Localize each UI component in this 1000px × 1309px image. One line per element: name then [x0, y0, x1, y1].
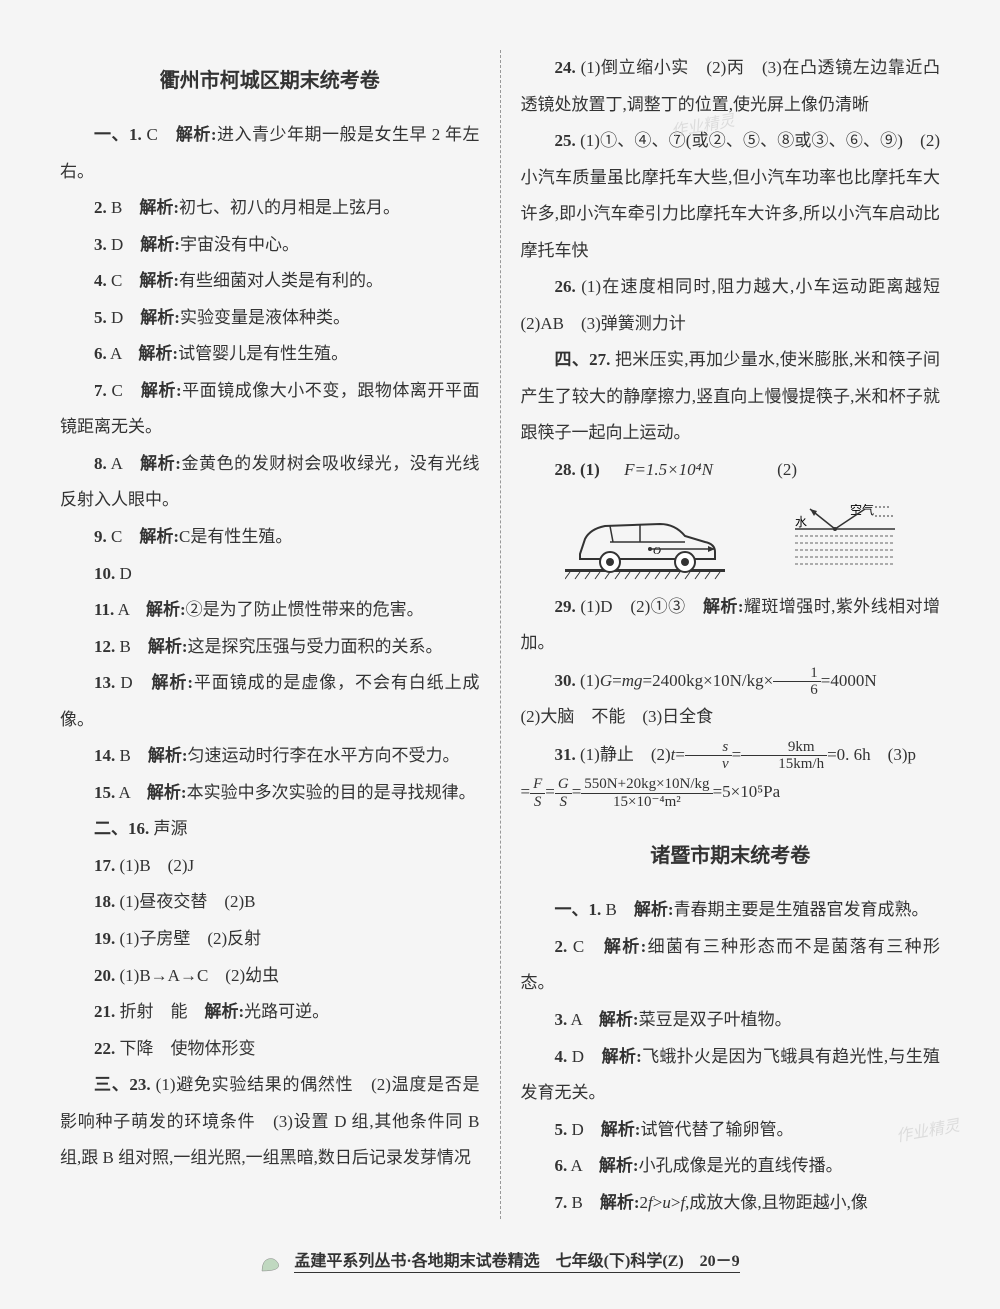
water-illustration: 空气 水: [795, 504, 895, 574]
answer-item: 20. (1)B→A→C (2)幼虫: [60, 958, 480, 995]
answer-item: 5. D 解析:试管代替了输卵管。: [521, 1112, 941, 1149]
q28-figure: O 空气 水: [521, 489, 941, 589]
q31-line2: =FS=GS=550N+20kg×10N/kg15×10⁻⁴m²=5×10⁵Pa: [521, 773, 941, 810]
answer-item: 2. B 解析:初七、初八的月相是上弦月。: [60, 190, 480, 227]
page-footer: 孟建平系列丛书·各地期末试卷精选 七年级(下)科学(Z) 20－9: [0, 1245, 1000, 1279]
answer-item: 19. (1)子房壁 (2)反射: [60, 921, 480, 958]
answer-item: 四、27. 把米压实,再加少量水,使米膨胀,米和筷子间产生了较大的静摩擦力,竖直…: [521, 342, 941, 452]
answer-item: 13. D 解析:平面镜成的是虚像，不会有白纸上成像。: [60, 665, 480, 738]
answer-item: 9. C 解析:C是有性生殖。: [60, 519, 480, 556]
q28-force: F=1.5×10⁴N: [624, 460, 713, 479]
car-illustration: O: [565, 494, 725, 584]
answer-item: 15. A 解析:本实验中多次实验的目的是寻找规律。: [60, 775, 480, 812]
q31-line1: 31. (1)静止 (2)t=sv=9km15km/h=0. 6h (3)p: [521, 736, 941, 773]
answer-item: 三、23. (1)避免实验结果的偶然性 (2)温度是否是影响种子萌发的环境条件 …: [60, 1067, 480, 1177]
answer-item: 6. A 解析:小孔成像是光的直线传播。: [521, 1148, 941, 1185]
answer-item: 10. D: [60, 556, 480, 593]
answer-item: 二、16. 声源: [60, 811, 480, 848]
answer-item: 3. D 解析:宇宙没有中心。: [60, 227, 480, 264]
answer-item: 一、1. B 解析:青春期主要是生殖器官发育成熟。: [521, 892, 941, 929]
answer-item: 26. (1)在速度相同时,阻力越大,小车运动距离越短 (2)AB (3)弹簧测…: [521, 269, 941, 342]
answer-item: 3. A 解析:菜豆是双子叶植物。: [521, 1002, 941, 1039]
answer-item: 4. D 解析:飞蛾扑火是因为飞蛾具有趋光性,与生殖发育无关。: [521, 1039, 941, 1112]
paper-title-1: 衢州市柯城区期末统考卷: [60, 60, 480, 102]
answer-item: 7. C 解析:平面镜成像大小不变，跟物体离开平面镜距离无关。: [60, 373, 480, 446]
q30-part2: (2)大脑 不能 (3)日全食: [521, 699, 941, 736]
footer-text: 孟建平系列丛书·各地期末试卷精选 七年级(下)科学(Z) 20－9: [294, 1253, 739, 1273]
answer-item: 14. B 解析:匀速运动时行李在水平方向不受力。: [60, 738, 480, 775]
right-column: 24. (1)倒立缩小实 (2)丙 (3)在凸透镜左边靠近凸透镜处放置丁,调整丁…: [521, 50, 941, 1219]
page-content: 衢州市柯城区期末统考卷 一、1. C 解析:进入青少年期一般是女生早 2 年左右…: [60, 50, 940, 1219]
column-divider: [500, 50, 501, 1219]
answer-item: 5. D 解析:实验变量是液体种类。: [60, 300, 480, 337]
answer-item: 12. B 解析:这是探究压强与受力面积的关系。: [60, 629, 480, 666]
answer-item: 22. 下降 使物体形变: [60, 1031, 480, 1068]
answer-item: 17. (1)B (2)J: [60, 848, 480, 885]
answer-item: 21. 折射 能 解析:光路可逆。: [60, 994, 480, 1031]
q30-line: 30. (1)G=mg=2400kg×10N/kg×16=4000N: [521, 662, 941, 699]
answer-item: 7. B 解析:2f>u>f,成放大像,且物距越小,像: [521, 1185, 941, 1222]
answer-item: 6. A 解析:试管婴儿是有性生殖。: [60, 336, 480, 373]
answer-item: 11. A 解析:②是为了防止惯性带来的危害。: [60, 592, 480, 629]
left-column: 衢州市柯城区期末统考卷 一、1. C 解析:进入青少年期一般是女生早 2 年左右…: [60, 50, 480, 1219]
answer-item: 2. C 解析:细菌有三种形态而不是菌落有三种形态。: [521, 929, 941, 1002]
answer-item: 18. (1)昼夜交替 (2)B: [60, 884, 480, 921]
water-label: 水: [795, 515, 807, 529]
answer-item: 8. A 解析:金黄色的发财树会吸收绿光，没有光线反射入人眼中。: [60, 446, 480, 519]
q28-line: 28. (1) F=1.5×10⁴N (2): [521, 452, 941, 489]
q28-label: 28. (1): [555, 460, 600, 479]
answer-item: 4. C 解析:有些细菌对人类是有利的。: [60, 263, 480, 300]
answer-item: 25. (1)①、④、⑦(或②、⑤、⑧或③、⑥、⑨) (2)小汽车质量虽比摩托车…: [521, 123, 941, 269]
answer-item: 29. (1)D (2)①③ 解析:耀斑增强时,紫外线相对增加。: [521, 589, 941, 662]
paper-title-2: 诸暨市期末统考卷: [521, 835, 941, 877]
q28-part2: (2): [777, 460, 797, 479]
footer-icon: [260, 1253, 284, 1273]
svg-text:O: O: [653, 545, 661, 557]
answer-item: 一、1. C 解析:进入青少年期一般是女生早 2 年左右。: [60, 117, 480, 190]
